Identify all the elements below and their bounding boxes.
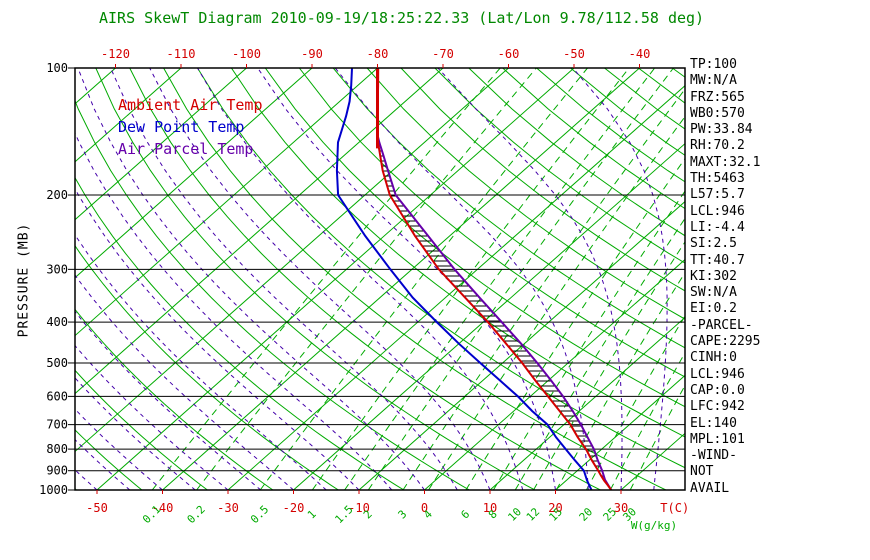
mixing-ratio-lines (151, 68, 685, 490)
stats-panel: TP:100 MW:N/A FRZ:565 WB0:570 PW:33.84 RH:70.… (690, 57, 760, 497)
stat-line: LI:-4.4 (690, 219, 745, 235)
svg-text:10: 10 (483, 501, 497, 515)
stat-line: LFC:942 (690, 399, 745, 415)
svg-text:300: 300 (46, 262, 68, 276)
svg-text:0.5: 0.5 (248, 503, 271, 526)
svg-text:200: 200 (46, 188, 68, 202)
svg-text:-20: -20 (283, 501, 305, 515)
bottom-axis-labels: -50 -40 -30 -20 -10 0 10 20 30 T(C) (86, 490, 689, 515)
svg-text:30: 30 (614, 501, 628, 515)
legend-item: Ambient Air Temp (118, 96, 263, 114)
svg-text:0: 0 (421, 501, 428, 515)
plot-border (74, 67, 686, 491)
stat-line: EI:0.2 (690, 301, 737, 317)
svg-text:4: 4 (421, 507, 435, 521)
svg-text:-80: -80 (367, 47, 389, 61)
stat-line: MAXT:32.1 (690, 154, 761, 170)
stat-line: LCL:946 (690, 203, 745, 219)
svg-text:-100: -100 (232, 47, 261, 61)
svg-text:800: 800 (46, 442, 68, 456)
svg-text:-30: -30 (217, 501, 239, 515)
svg-text:600: 600 (46, 389, 68, 403)
stat-line: L57:5.7 (690, 187, 745, 203)
svg-text:-60: -60 (498, 47, 520, 61)
dewpoint-curve (335, 68, 593, 490)
svg-text:1000: 1000 (39, 483, 68, 497)
dry-adiabats (75, 68, 685, 490)
svg-text:3: 3 (396, 508, 410, 522)
svg-text:-10: -10 (348, 501, 370, 515)
stat-line: TP:100 (690, 57, 737, 72)
stat-line: SI:2.5 (690, 236, 737, 252)
stat-line: TH:5463 (690, 171, 745, 187)
svg-text:-70: -70 (432, 47, 454, 61)
isotherms (75, 68, 685, 490)
stat-line: WB0:570 (690, 105, 745, 121)
pressure-axis-label: PRESSURE (MB) (16, 222, 32, 338)
mixing-ratio-unit-label: W(g/kg) (631, 519, 677, 532)
svg-text:-40: -40 (629, 47, 651, 61)
background-lines (75, 68, 685, 490)
svg-text:-120: -120 (101, 47, 130, 61)
pressure-axis-labels: 100 200 300 400 500 600 700 800 900 1000 (39, 61, 75, 497)
svg-text:400: 400 (46, 315, 68, 329)
stat-line: NOT (690, 464, 714, 480)
svg-text:500: 500 (46, 356, 68, 370)
svg-text:-110: -110 (167, 47, 196, 61)
svg-text:20: 20 (548, 501, 562, 515)
stat-line: KI:302 (690, 268, 737, 284)
stat-line: CINH:0 (690, 350, 737, 366)
svg-text:-90: -90 (301, 47, 323, 61)
stat-line: EL:140 (690, 415, 737, 431)
stat-line: TT:40.7 (690, 252, 745, 268)
svg-text:-50: -50 (86, 501, 108, 515)
svg-text:1: 1 (305, 508, 319, 522)
legend-item: Air Parcel Temp (118, 140, 254, 158)
stat-line: AVAIL (690, 480, 730, 496)
stat-line: CAP:0.0 (690, 382, 745, 398)
chart-title: AIRS SkewT Diagram 2010-09-19/18:25:22.3… (99, 9, 705, 27)
svg-text:12: 12 (524, 505, 543, 524)
stat-line: RH:70.2 (690, 138, 745, 154)
stat-line: SW:N/A (690, 285, 737, 301)
legend: Ambient Air Temp Dew Point Temp Air Parcel… (118, 94, 263, 160)
stat-line: MW:N/A (690, 73, 737, 89)
parcel-curve (376, 129, 613, 490)
temp-axis-unit-label: T(C) (660, 501, 689, 515)
svg-text:10: 10 (505, 505, 524, 524)
moist-adiabats (75, 68, 668, 490)
svg-text:0.2: 0.2 (185, 503, 208, 526)
cape-hatching (379, 150, 604, 477)
stat-line: -WIND- (690, 448, 737, 464)
svg-text:-50: -50 (563, 47, 585, 61)
stat-line: LCL:946 (690, 366, 745, 382)
top-axis-labels: -120 -110 -100 -90 -80 -70 -60 -50 -40 (101, 47, 650, 68)
legend-item: Dew Point Temp (118, 118, 245, 136)
svg-text:-40: -40 (152, 501, 174, 515)
svg-text:100: 100 (46, 61, 68, 75)
stat-line: MPL:101 (690, 431, 745, 447)
stat-line: PW:33.84 (690, 122, 753, 138)
svg-text:900: 900 (46, 464, 68, 478)
stat-line: FRZ:565 (690, 89, 745, 105)
svg-text:20: 20 (577, 505, 596, 524)
svg-text:6: 6 (458, 508, 472, 522)
svg-text:700: 700 (46, 418, 68, 432)
stat-line: CAPE:2295 (690, 334, 761, 350)
stat-line: -PARCEL- (690, 317, 753, 333)
